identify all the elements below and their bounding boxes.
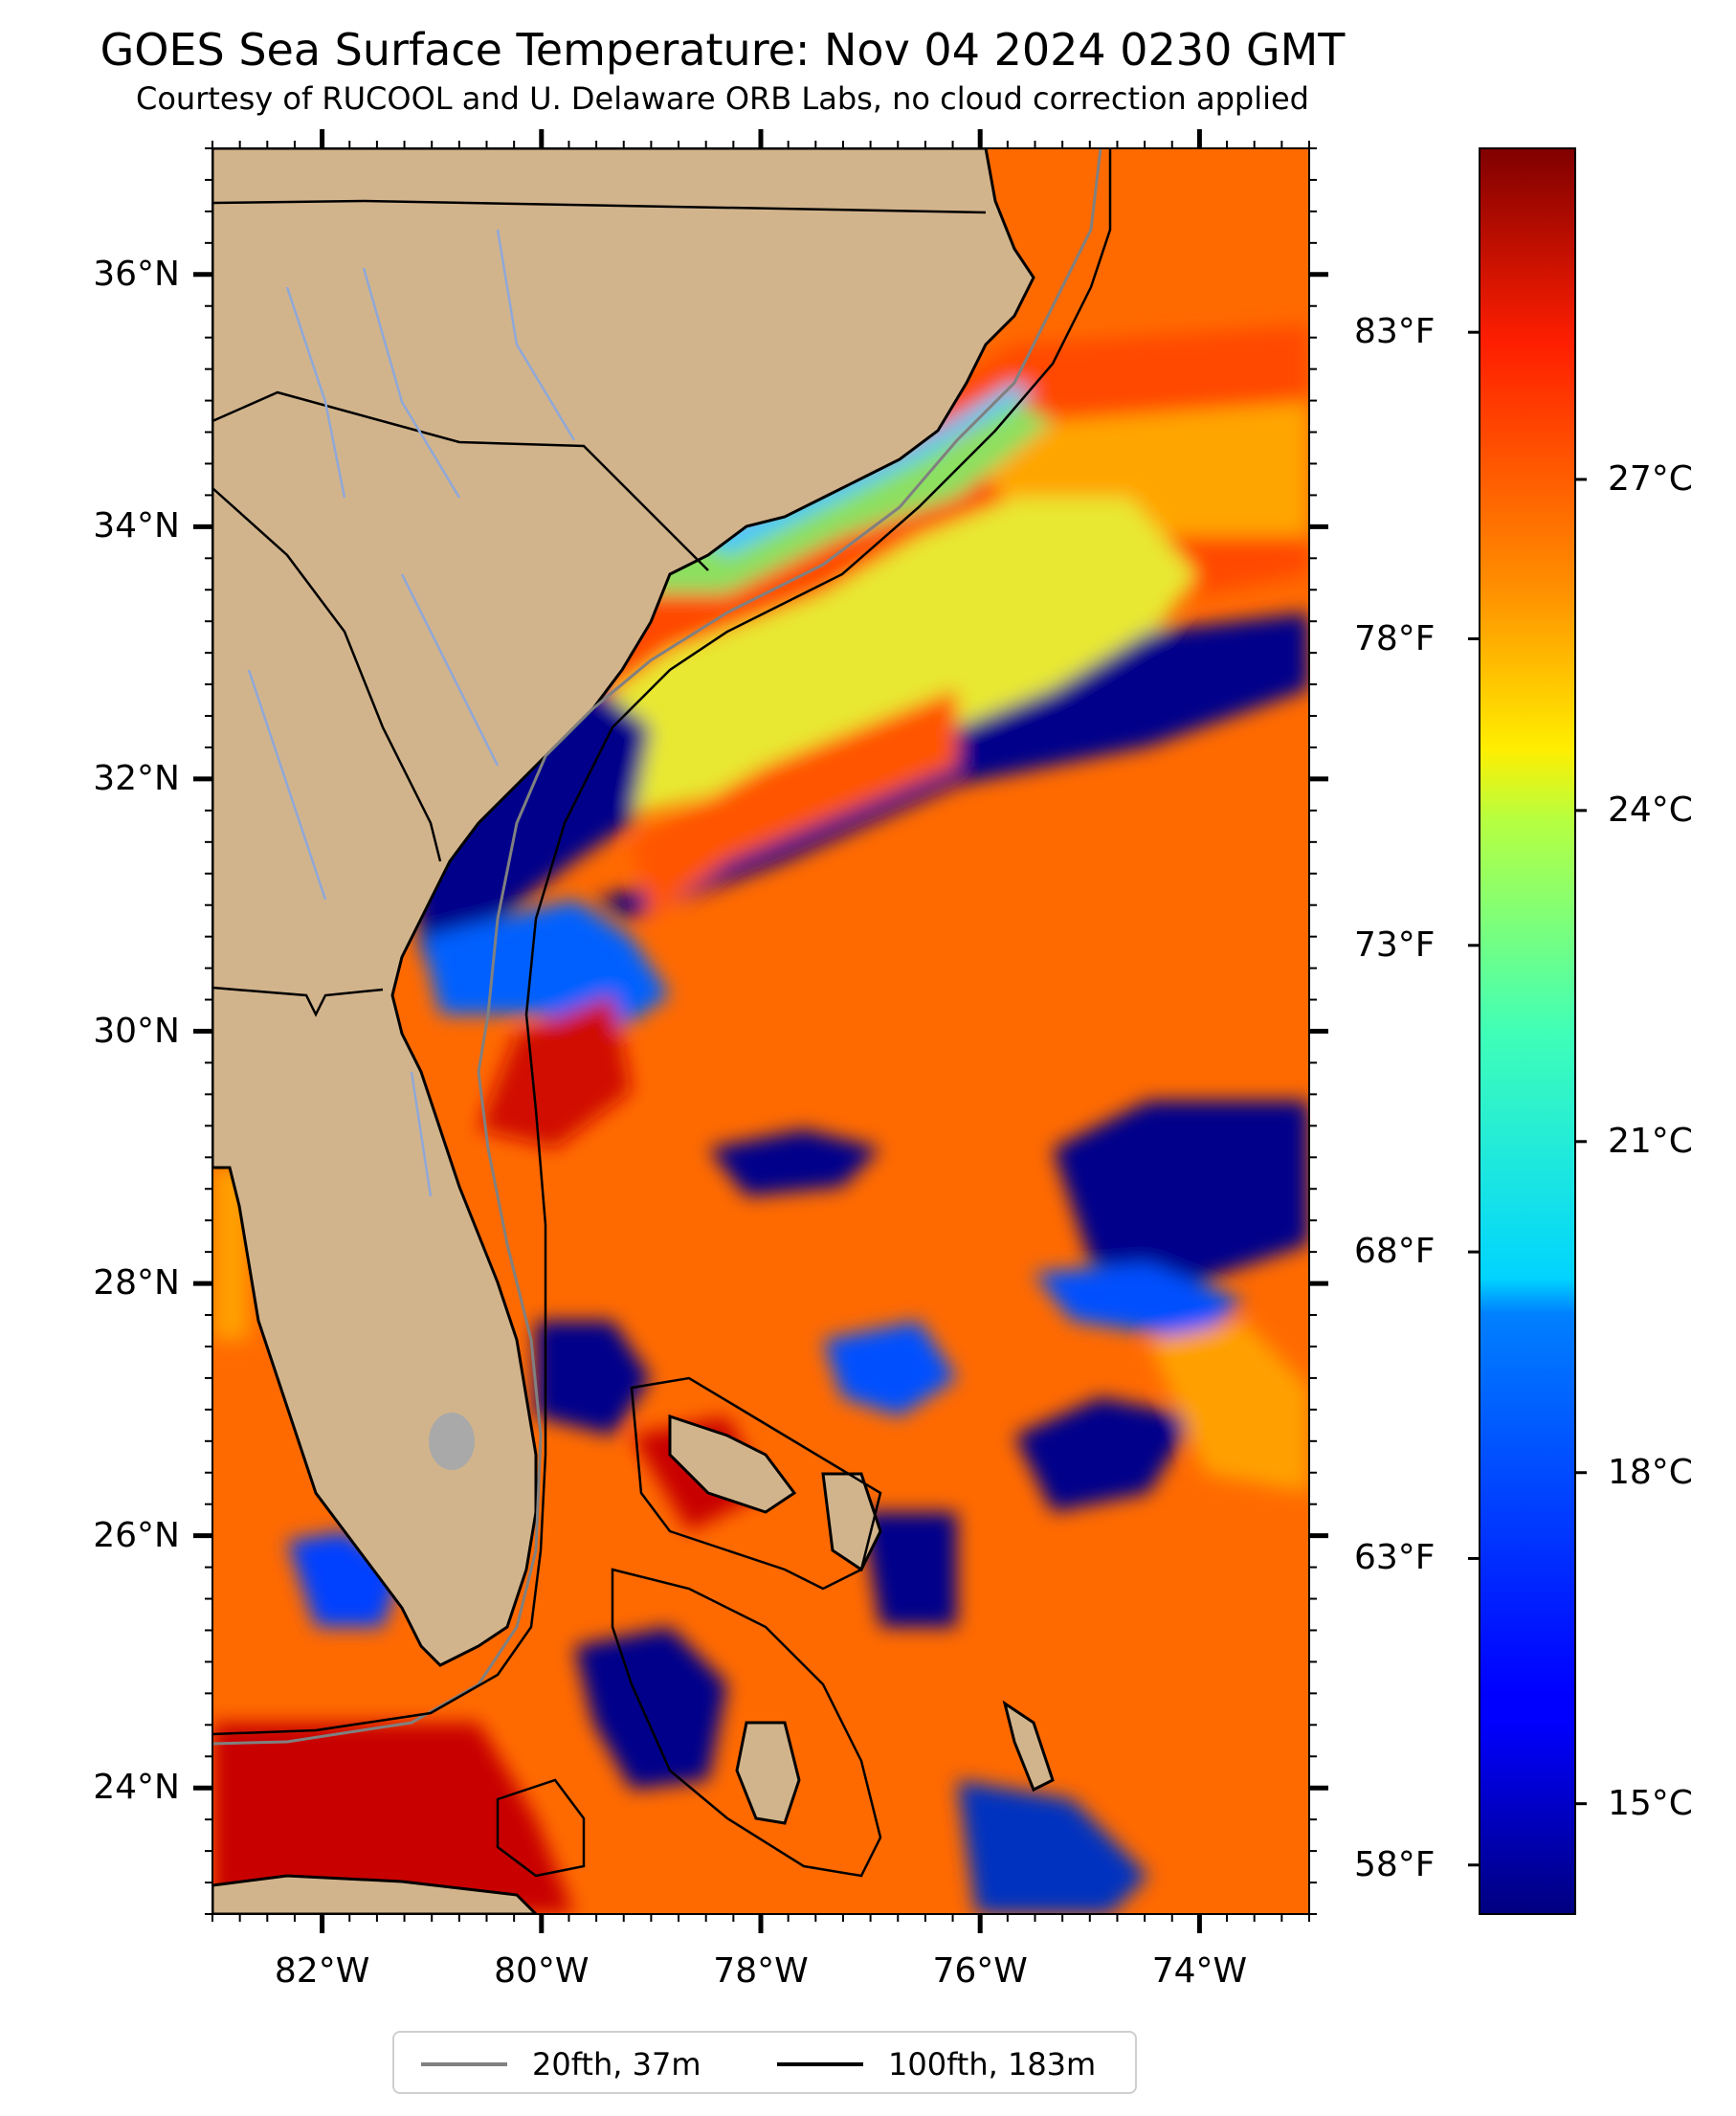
- latitude-tick-label: 28°N: [93, 1263, 180, 1303]
- cuba-land: [212, 1874, 539, 1914]
- legend-item-20fth: 20fth, 37m: [421, 2045, 701, 2083]
- grand-bahama-island: [668, 1414, 797, 1514]
- us-coastline-land: [212, 148, 1035, 1667]
- colorbar: [1479, 147, 1576, 1915]
- colorbar-ticks: [1468, 330, 1587, 1867]
- celsius-tick-label: 24°C: [1608, 790, 1693, 830]
- latitude-tick-label: 32°N: [93, 758, 180, 798]
- fahrenheit-tick-label: 78°F: [1354, 618, 1436, 658]
- map-plot-area: [212, 148, 1309, 1914]
- map-subtitle: Courtesy of RUCOOL and U. Delaware ORB L…: [136, 80, 1309, 117]
- latitude-tick-label: 34°N: [93, 506, 180, 546]
- map-axis-ticks: [193, 129, 1328, 1933]
- celsius-tick-label: 27°C: [1608, 458, 1693, 499]
- state-border-sc-ga: [212, 487, 442, 862]
- state-border-va-nc: [212, 199, 987, 214]
- lake-okeechobee: [429, 1413, 475, 1470]
- celsius-tick-label: 15°C: [1608, 1783, 1693, 1823]
- andros-island: [735, 1721, 801, 1825]
- legend-label-20fth: 20fth, 37m: [532, 2046, 701, 2083]
- state-border-ga-fl: [212, 986, 384, 1017]
- isobath-legend: 20fth, 37m 100fth, 183m: [392, 2031, 1137, 2094]
- fahrenheit-tick-label: 83°F: [1354, 312, 1436, 352]
- longitude-tick-label: 80°W: [494, 1951, 590, 1991]
- rivers: [247, 229, 576, 1197]
- cay-sal-bank: [496, 1778, 586, 1878]
- longitude-tick-label: 76°W: [932, 1951, 1028, 1991]
- fahrenheit-tick-label: 68°F: [1354, 1232, 1436, 1272]
- legend-item-100fth: 100fth, 183m: [777, 2045, 1096, 2083]
- celsius-tick-label: 21°C: [1608, 1121, 1693, 1161]
- sst-field: [212, 325, 1309, 1914]
- legend-swatch-100fth: [777, 2062, 863, 2066]
- isobath-100fth-line: [212, 148, 1112, 1736]
- latitude-tick-label: 36°N: [93, 254, 180, 294]
- longitude-tick-label: 78°W: [713, 1951, 809, 1991]
- longitude-tick-label: 74°W: [1151, 1951, 1248, 1991]
- bahama-bank-great: [611, 1568, 882, 1878]
- fahrenheit-tick-label: 73°F: [1354, 924, 1436, 965]
- latitude-tick-label: 24°N: [93, 1768, 180, 1808]
- bahama-bank-little: [630, 1376, 882, 1591]
- latitude-tick-label: 26°N: [93, 1515, 180, 1555]
- legend-swatch-20fth: [421, 2062, 507, 2066]
- state-border-nc-sc: [212, 390, 709, 571]
- longitude-tick-label: 82°W: [274, 1951, 370, 1991]
- fahrenheit-tick-label: 58°F: [1354, 1844, 1436, 1884]
- isobath-20fth-line: [212, 148, 1102, 1746]
- map-title: GOES Sea Surface Temperature: Nov 04 202…: [100, 24, 1346, 76]
- fahrenheit-tick-label: 63°F: [1354, 1538, 1436, 1578]
- latitude-tick-label: 30°N: [93, 1011, 180, 1051]
- legend-label-100fth: 100fth, 183m: [888, 2046, 1097, 2083]
- eleuthera-island: [1002, 1700, 1055, 1793]
- celsius-tick-label: 18°C: [1608, 1452, 1693, 1492]
